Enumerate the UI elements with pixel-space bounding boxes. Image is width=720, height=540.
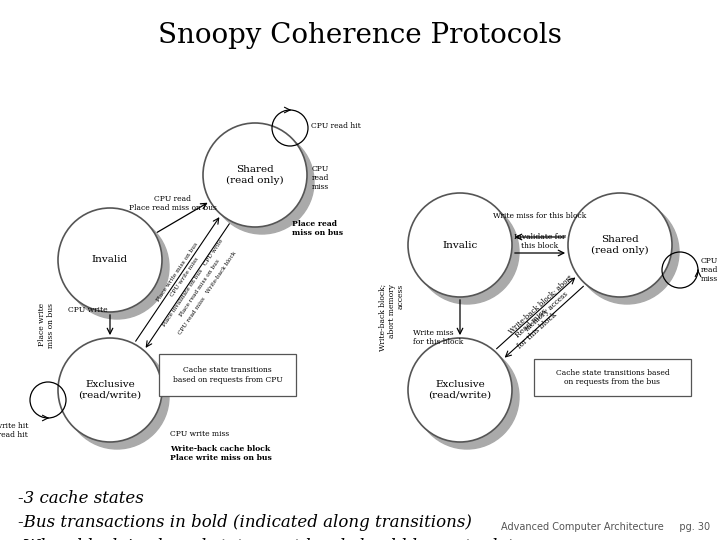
Circle shape <box>58 208 162 312</box>
Text: Invalid: Invalid <box>92 255 128 265</box>
Text: CPU
read
miss: CPU read miss <box>312 165 329 191</box>
Text: Invalic: Invalic <box>442 240 477 249</box>
Circle shape <box>415 200 519 304</box>
Text: CPU read hit: CPU read hit <box>311 122 361 130</box>
Text: CPU write: CPU write <box>68 306 107 314</box>
Text: Shared
(read only): Shared (read only) <box>226 165 284 185</box>
Text: -When block in shared state, next level should be up-to-date: -When block in shared state, next level … <box>18 538 523 540</box>
Circle shape <box>65 345 169 449</box>
Text: Write miss
for this block: Write miss for this block <box>413 329 463 346</box>
Text: Place read
miss on bus: Place read miss on bus <box>292 220 343 237</box>
Text: CPU write hit
CPU read hit: CPU write hit CPU read hit <box>0 422 28 439</box>
Text: Place read miss on bus: Place read miss on bus <box>179 258 221 317</box>
Text: Snoopy Coherence Protocols: Snoopy Coherence Protocols <box>158 22 562 49</box>
Text: -Bus transactions in bold (indicated along transitions): -Bus transactions in bold (indicated alo… <box>18 514 472 531</box>
Circle shape <box>575 200 679 304</box>
Circle shape <box>568 193 672 297</box>
Text: Cache state transitions
based on requests from CPU: Cache state transitions based on request… <box>173 367 282 383</box>
Text: CPU read
Place read miss on bus: CPU read Place read miss on bus <box>129 195 217 213</box>
Text: CPU
read
miss: CPU read miss <box>701 257 719 283</box>
Text: CPU read miss   Write-back block: CPU read miss Write-back block <box>178 250 238 335</box>
Text: Write-back cache block
Place write miss on bus: Write-back cache block Place write miss … <box>170 445 272 462</box>
Text: Exclusive
(read/write): Exclusive (read/write) <box>428 380 492 400</box>
Text: Write-back block; abort
memory access: Write-back block; abort memory access <box>507 274 581 342</box>
Text: Place write
miss on bus: Place write miss on bus <box>37 302 55 348</box>
Circle shape <box>65 215 169 319</box>
FancyBboxPatch shape <box>534 359 691 396</box>
Circle shape <box>408 193 512 297</box>
Circle shape <box>203 123 307 227</box>
Text: -3 cache states: -3 cache states <box>18 490 144 507</box>
Text: Place write miss on bus: Place write miss on bus <box>156 242 199 303</box>
Text: Cache state transitions based
on requests from the bus: Cache state transitions based on request… <box>556 369 670 386</box>
Circle shape <box>415 345 519 449</box>
Text: Write-back block;
abort memory
access: Write-back block; abort memory access <box>379 284 405 351</box>
Circle shape <box>408 338 512 442</box>
Text: Shared
(read only): Shared (read only) <box>591 235 649 255</box>
Text: Place invalidate on bus   CPU write: Place invalidate on bus CPU write <box>161 238 224 327</box>
Text: Read miss
for this block: Read miss for this block <box>510 303 559 350</box>
Text: CPU write miss: CPU write miss <box>170 430 229 438</box>
Circle shape <box>58 338 162 442</box>
Text: Invalidate for
this block: Invalidate for this block <box>514 233 566 250</box>
Circle shape <box>210 130 314 234</box>
FancyBboxPatch shape <box>159 354 296 396</box>
Text: Write miss for this block: Write miss for this block <box>493 212 587 220</box>
Text: Advanced Computer Architecture     pg. 30: Advanced Computer Architecture pg. 30 <box>501 522 710 532</box>
Text: Exclusive
(read/write): Exclusive (read/write) <box>78 380 142 400</box>
Text: CPU write miss: CPU write miss <box>170 257 200 298</box>
